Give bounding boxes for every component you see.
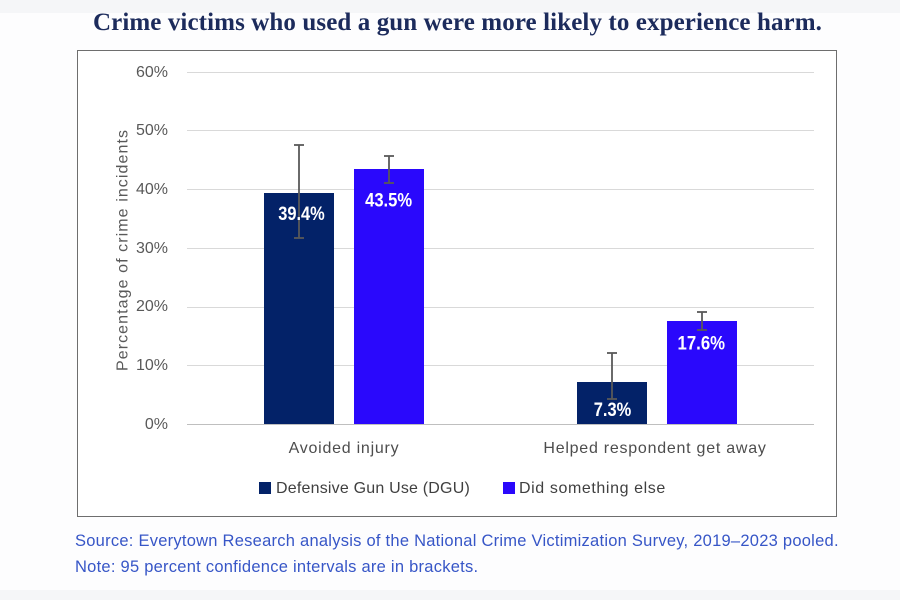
svg-text:7.3%: 7.3%	[594, 400, 632, 421]
svg-text:17.6%: 17.6%	[678, 334, 726, 355]
svg-text:39.4%: 39.4%	[278, 204, 325, 225]
svg-text:43.5%: 43.5%	[365, 191, 412, 212]
svg-text:Percentage of crime incidents: Percentage of crime incidents	[115, 130, 132, 371]
